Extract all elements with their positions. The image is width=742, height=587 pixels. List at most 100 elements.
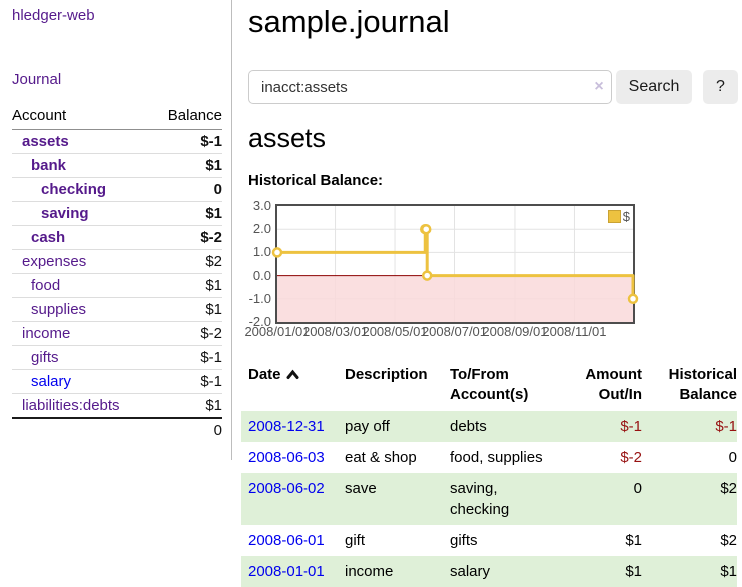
accounts-total-spacer xyxy=(12,417,152,442)
register-header-date[interactable]: Date xyxy=(241,362,345,411)
account-link[interactable]: food xyxy=(31,277,61,294)
register-header-accounts: To/From Account(s) xyxy=(450,366,529,404)
transaction-row: 2008-12-31 pay off debts $-1 $-1 xyxy=(241,410,737,442)
account-name-cell: supplies xyxy=(12,297,152,322)
account-name-cell: bank xyxy=(12,153,152,178)
accounts-total-value: 0 xyxy=(151,417,222,442)
account-link[interactable]: assets xyxy=(22,133,69,150)
account-link[interactable]: bank xyxy=(31,157,67,174)
transaction-date-link[interactable]: 2008-06-02 xyxy=(248,479,325,497)
account-row: cash $-2 xyxy=(12,225,222,250)
transaction-date-link[interactable]: 2008-12-31 xyxy=(248,417,325,435)
accounts-total-row: 0 xyxy=(12,417,222,442)
chart-legend: $ xyxy=(607,209,630,224)
page-title: sample.journal xyxy=(248,4,450,39)
account-row: salary $-1 xyxy=(12,369,222,394)
transaction-date-cell: 2008-06-01 xyxy=(241,525,345,556)
transaction-accounts: debts xyxy=(450,417,487,435)
chart-canvas xyxy=(271,206,639,322)
chart-plot: $ xyxy=(271,204,639,324)
account-link[interactable]: checking xyxy=(41,181,107,198)
transaction-amount: $-2 xyxy=(620,448,642,466)
transaction-row: 2008-06-01 gift gifts $1 $2 xyxy=(241,525,737,556)
search-button[interactable]: Search xyxy=(616,70,692,104)
app-title-link[interactable]: hledger-web xyxy=(12,7,95,24)
register-header-row: Date Description To/From Account(s) Amou… xyxy=(241,362,737,411)
account-row: gifts $-1 xyxy=(12,345,222,370)
search-input[interactable] xyxy=(248,70,612,104)
transaction-date-link[interactable]: 2008-06-01 xyxy=(248,531,325,549)
y-axis-tick: -2.0 xyxy=(248,314,271,329)
transaction-description: income xyxy=(345,562,394,580)
register-header-amount: Amount Out/In xyxy=(585,366,642,404)
transaction-row: 2008-01-01 income salary $1 $1 xyxy=(241,555,737,587)
account-link[interactable]: expenses xyxy=(22,253,87,270)
account-link[interactable]: income xyxy=(22,325,71,342)
x-axis-tick: 2008/03/01 xyxy=(302,324,369,339)
transaction-description: pay off xyxy=(345,417,390,435)
transaction-row: 2008-06-02 save saving, checking 0 $2 xyxy=(241,472,737,525)
account-name-cell: cash xyxy=(12,225,152,250)
sidebar-item-journal[interactable]: Journal xyxy=(12,71,62,88)
negative-region xyxy=(277,275,633,322)
account-name-cell: food xyxy=(12,273,152,298)
account-balance: $-1 xyxy=(151,369,222,394)
y-axis-tick: 1.0 xyxy=(252,244,271,260)
accounts-table: Account Balance assets $-1 bank $1 checking 0… xyxy=(12,105,222,442)
account-link[interactable]: saving xyxy=(41,205,89,222)
register-header-balance: Historical Balance xyxy=(668,366,737,404)
y-axis-tick: 2.0 xyxy=(252,221,271,237)
legend-label: $ xyxy=(622,209,630,224)
account-row: income $-2 xyxy=(12,321,222,346)
account-row: saving $1 xyxy=(12,201,222,226)
account-balance: $1 xyxy=(205,397,222,414)
y-axis-tick: 0.0 xyxy=(252,267,271,283)
help-button[interactable]: ? xyxy=(703,70,738,104)
account-name-cell: gifts xyxy=(12,345,152,370)
transaction-balance: $2 xyxy=(720,531,737,549)
account-balance: $-2 xyxy=(151,225,222,250)
chart-title: Historical Balance: xyxy=(248,172,384,189)
transaction-date-link[interactable]: 2008-01-01 xyxy=(248,562,325,580)
account-balance: $-1 xyxy=(151,345,222,370)
data-point-marker xyxy=(421,270,433,281)
account-balance: $1 xyxy=(151,201,222,226)
account-balance: $2 xyxy=(151,249,222,274)
data-point-marker xyxy=(271,247,283,258)
legend-swatch-icon xyxy=(607,210,621,223)
account-link[interactable]: gifts xyxy=(31,349,59,366)
register-body: 2008-12-31 pay off debts $-1 $-1 2008-06-03 ea… xyxy=(241,410,737,587)
accounts-body: assets $-1 bank $1 checking 0 saving $1 cash $-2 e… xyxy=(12,129,222,419)
transaction-date-cell: 2008-06-03 xyxy=(241,442,345,473)
transaction-description: gift xyxy=(345,531,366,549)
transaction-row: 2008-06-03 eat & shop food, supplies $-2 0 xyxy=(241,442,737,473)
account-row: liabilities:debts $1 xyxy=(12,394,222,419)
transaction-balance: 0 xyxy=(728,448,737,466)
x-axis-tick: 2008/05/01 xyxy=(362,324,428,339)
account-row: checking 0 xyxy=(12,177,222,202)
clear-search-icon[interactable]: × xyxy=(594,78,604,95)
data-point-marker xyxy=(420,223,432,235)
account-row: expenses $2 xyxy=(12,249,222,274)
transaction-date-link[interactable]: 2008-06-03 xyxy=(248,448,325,466)
transaction-accounts: food, supplies xyxy=(450,448,543,466)
account-name-cell: expenses xyxy=(12,249,152,274)
account-link[interactable]: salary xyxy=(31,373,72,390)
transaction-accounts: salary xyxy=(450,562,491,580)
account-row: food $1 xyxy=(12,273,222,298)
accounts-header-balance: Balance xyxy=(151,105,222,130)
transaction-amount: $1 xyxy=(625,531,642,549)
transaction-description: eat & shop xyxy=(345,448,417,466)
transaction-accounts: gifts xyxy=(450,531,478,549)
transaction-balance: $2 xyxy=(720,479,737,497)
x-axis-tick: 2008/09/01 xyxy=(482,324,548,339)
account-link[interactable]: liabilities:debts xyxy=(22,397,120,414)
account-balance: $-2 xyxy=(151,321,222,346)
account-heading: assets xyxy=(248,123,327,153)
account-link[interactable]: supplies xyxy=(31,301,87,318)
register-header-description: Description xyxy=(345,366,428,383)
sidebar: hledger-web Journal Account Balance asse… xyxy=(0,0,232,460)
account-link[interactable]: cash xyxy=(31,229,66,246)
transaction-amount: $1 xyxy=(625,562,642,580)
register-header-date-label: Date xyxy=(248,366,281,383)
